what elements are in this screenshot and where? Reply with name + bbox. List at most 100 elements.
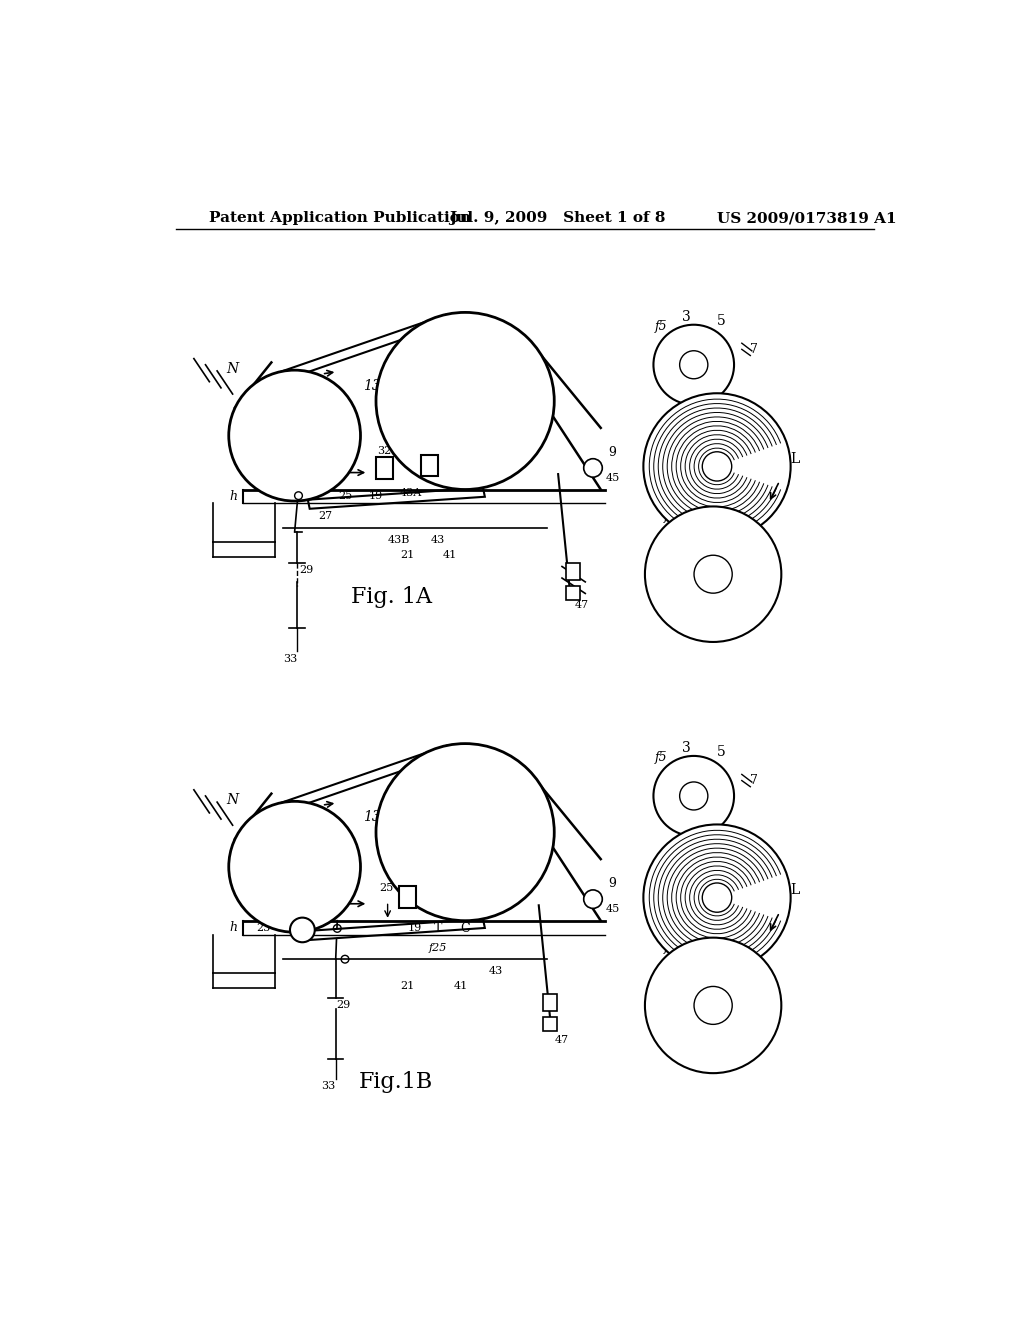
Text: 15: 15 [309,833,327,847]
Text: 3: 3 [759,983,768,997]
Text: 7: 7 [751,343,758,356]
Text: 1: 1 [340,899,346,908]
Text: 23: 23 [256,924,270,933]
Text: N: N [226,793,239,807]
Circle shape [694,556,732,593]
Text: 43B: 43B [388,535,411,545]
Text: f25: f25 [429,942,447,953]
Text: Fig. 1A: Fig. 1A [351,586,432,609]
Circle shape [584,890,602,908]
Circle shape [694,986,732,1024]
Text: 1: 1 [476,355,485,370]
Circle shape [653,325,734,405]
Text: f3: f3 [665,510,677,523]
Polygon shape [308,487,484,508]
Text: L: L [790,451,799,466]
Text: 3A: 3A [697,591,714,603]
Text: 19: 19 [369,491,383,500]
Text: 17: 17 [416,878,429,887]
Text: 41: 41 [454,981,468,991]
Text: 9: 9 [608,878,616,890]
FancyBboxPatch shape [566,586,580,599]
Text: 1A: 1A [441,845,458,858]
Text: 3: 3 [759,552,768,566]
Circle shape [228,370,360,502]
FancyBboxPatch shape [566,562,580,579]
Text: 3: 3 [682,310,690,323]
Text: 21: 21 [400,981,414,991]
Text: 9: 9 [608,446,616,459]
Text: 13: 13 [364,379,381,392]
Text: 19: 19 [408,924,422,933]
Circle shape [228,801,360,932]
FancyBboxPatch shape [421,455,438,477]
Text: 47: 47 [574,601,589,610]
FancyBboxPatch shape [376,457,393,479]
Text: 29: 29 [336,1001,350,1010]
Text: 31: 31 [272,491,287,500]
Text: 17: 17 [438,446,453,455]
Text: 45: 45 [605,473,620,483]
Circle shape [376,313,554,490]
Text: f1: f1 [509,351,522,366]
Text: h: h [229,921,238,935]
Text: 21: 21 [400,550,414,560]
Text: 5A: 5A [682,371,697,381]
Circle shape [645,937,781,1073]
Text: A: A [283,917,292,931]
Text: f1: f1 [509,783,522,797]
Text: f3: f3 [665,941,677,954]
Text: Fig.1B: Fig.1B [358,1072,432,1093]
Text: 15A: 15A [265,878,290,890]
Text: US 2009/0173819 A1: US 2009/0173819 A1 [717,211,897,226]
Text: 5A: 5A [682,803,697,813]
Text: Jul. 9, 2009   Sheet 1 of 8: Jul. 9, 2009 Sheet 1 of 8 [450,211,667,226]
Text: f5: f5 [655,319,668,333]
Text: h: h [229,490,238,503]
Text: 3: 3 [682,742,690,755]
Circle shape [584,459,602,478]
Circle shape [376,743,554,921]
Circle shape [702,451,732,480]
Text: N: N [226,362,239,376]
Text: 25: 25 [379,883,393,894]
Polygon shape [282,314,450,380]
Polygon shape [308,919,484,940]
Text: 27: 27 [318,511,333,521]
Text: T: T [434,921,442,935]
FancyBboxPatch shape [399,886,417,908]
Text: 29: 29 [299,565,313,576]
Text: 47: 47 [555,1035,569,1045]
Text: 25: 25 [338,491,352,500]
Text: 13: 13 [364,809,381,824]
Text: 23: 23 [292,491,305,500]
Polygon shape [282,746,450,812]
Text: F: F [333,462,342,474]
Text: 1: 1 [476,787,485,801]
Text: 15: 15 [309,401,327,416]
Text: 5: 5 [717,314,725,327]
Text: 32: 32 [378,446,391,455]
Text: 7: 7 [751,774,758,787]
Text: 33: 33 [284,653,298,664]
Text: 33: 33 [321,1081,335,1092]
FancyBboxPatch shape [543,1016,557,1031]
Circle shape [643,825,791,970]
Circle shape [645,507,781,642]
Circle shape [290,917,314,942]
Text: C: C [461,921,470,935]
Text: 15A: 15A [265,446,290,459]
Text: 5: 5 [717,744,725,759]
Text: 45: 45 [605,904,620,915]
Text: 43: 43 [489,966,503,975]
Circle shape [653,756,734,836]
Text: 43A: 43A [399,488,422,499]
Circle shape [702,883,732,912]
Text: F: F [332,892,340,906]
Text: 43: 43 [431,535,445,545]
Text: 3A: 3A [697,1022,714,1035]
Text: f5: f5 [655,751,668,764]
FancyBboxPatch shape [543,994,557,1011]
Text: 41: 41 [442,550,457,560]
Circle shape [643,393,791,540]
